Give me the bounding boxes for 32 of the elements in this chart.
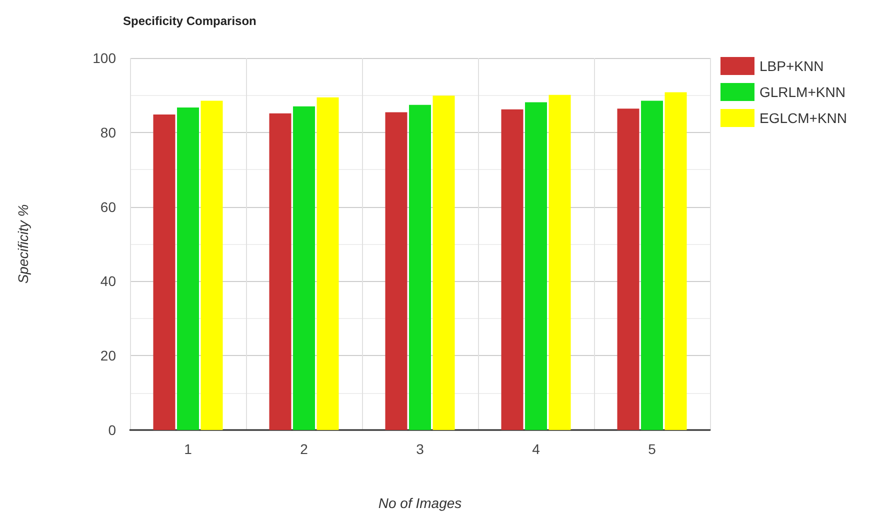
bar xyxy=(385,112,408,430)
bar xyxy=(525,102,547,430)
bar xyxy=(432,96,455,430)
y-axis-title: Specificity % xyxy=(15,204,31,284)
x-tick-label: 3 xyxy=(416,441,424,457)
bar xyxy=(316,97,339,430)
bar xyxy=(269,113,292,430)
chart-title: Specificity Comparison xyxy=(123,14,256,28)
legend-label: EGLCM+KNN xyxy=(759,110,848,126)
bar xyxy=(617,108,640,430)
bar xyxy=(641,100,663,430)
bar xyxy=(200,100,223,430)
bar xyxy=(409,104,431,430)
y-tick-label: 100 xyxy=(92,50,116,66)
bar xyxy=(177,107,199,430)
x-tick-label: 4 xyxy=(532,441,540,457)
bar xyxy=(548,94,571,430)
x-axis-title: No of Images xyxy=(378,495,462,511)
y-tick-label: 0 xyxy=(108,422,116,438)
x-tick-label: 5 xyxy=(648,441,656,457)
x-tick-label: 1 xyxy=(184,441,192,457)
bar xyxy=(664,92,687,430)
legend-label: GLRLM+KNN xyxy=(759,84,846,100)
y-tick-label: 40 xyxy=(100,273,116,290)
legend-label: LBP+KNN xyxy=(759,58,824,74)
y-tick-label: 60 xyxy=(100,198,116,215)
bar xyxy=(153,114,176,430)
bar xyxy=(501,109,524,430)
y-tick-label: 20 xyxy=(100,348,116,364)
y-tick-label: 80 xyxy=(100,124,116,140)
bar xyxy=(293,106,315,430)
x-tick-label: 2 xyxy=(300,441,308,457)
